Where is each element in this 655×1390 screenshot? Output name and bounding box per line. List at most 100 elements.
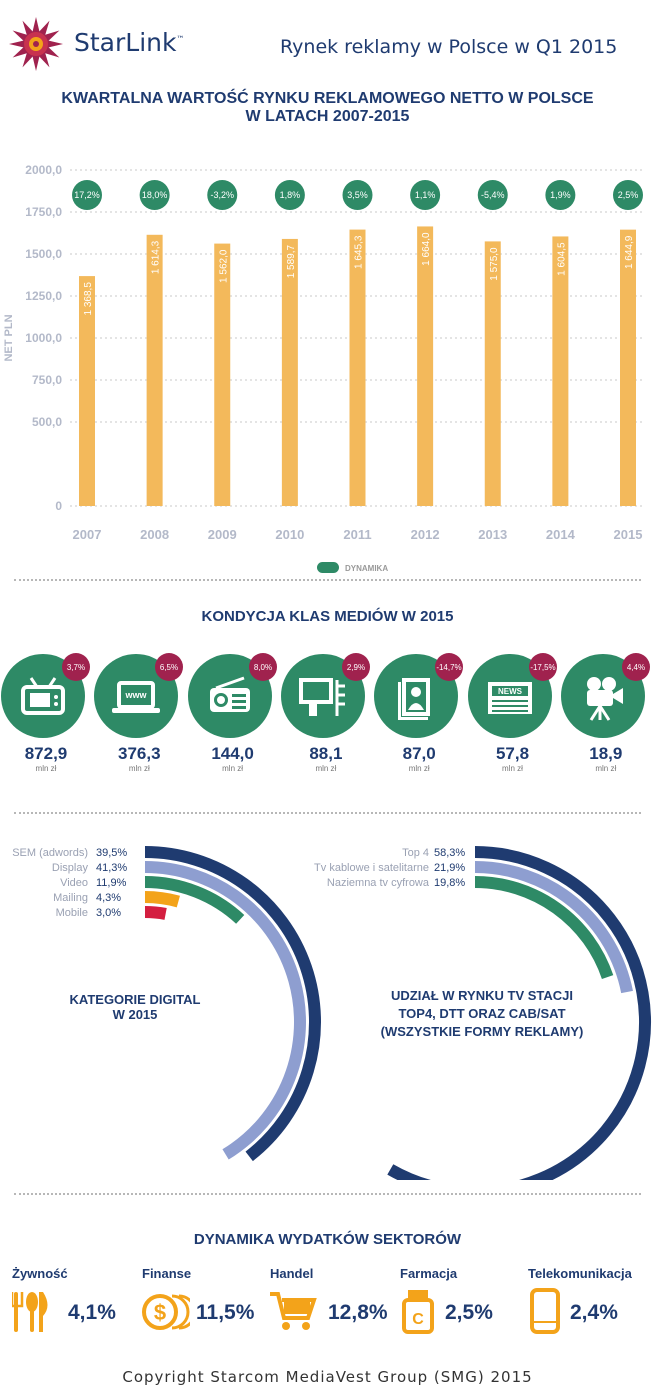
billboard-icon [298,678,345,716]
media-unit: mln zł [222,764,244,773]
y-tick-label: 1500,0 [25,247,62,261]
media-unit: mln zł [315,764,337,773]
coins-icon: $ [142,1294,190,1330]
x-tick-label: 2014 [546,527,576,542]
divider [14,812,641,814]
sector-value: 4,1% [68,1301,116,1324]
media-unit: mln zł [502,764,523,773]
dynamics-badge [248,653,277,681]
x-tick-label: 2011 [343,527,371,542]
media-card: 8,0% [187,653,277,738]
smartphone-icon [530,1288,560,1334]
digital-value: 3,0% [96,907,121,919]
media-card: www 6,5% [94,653,184,738]
tv-label: Tv kablowe i satelitarne [314,862,429,874]
digital-arc [144,906,167,920]
bar-chart: 0 500,0 750,0 1000,0 1250,0 1500,0 1750,0 2000,… [3,163,645,573]
bar [214,243,231,507]
chart-title: KWARTALNA WARTOŚĆ RYNKU REKLAMOWEGO NETT… [61,90,594,125]
media-value: 57,8 [495,744,530,763]
sector-name: Telekomunikacja [528,1266,632,1281]
dynamics-label: 6,5% [160,663,178,672]
tv-value: 58,3% [434,847,465,859]
arc-charts: SEM (adwords) 39,5% Display 41,3% Video 11,9%… [12,846,651,1180]
digital-title: KATEGORIE DIGITAL W 2015 [69,992,201,1022]
media-unit: mln zł [128,764,150,773]
legend-swatch [317,562,339,573]
tv-icon [21,677,65,715]
tv-arc [474,861,633,994]
shopping-cart-icon [270,1292,317,1330]
tv-value: 19,8% [434,877,465,889]
svg-text:NEWS: NEWS [498,687,523,696]
dynamics-badge [342,180,373,210]
cutlery-icon [12,1292,48,1332]
tv-value: 21,9% [434,862,465,874]
dynamics-badge [139,180,170,210]
digital-value: 11,9% [96,877,127,889]
dynamics-label: 2,9% [347,663,365,672]
x-tick-label: 2013 [478,527,507,542]
media-value: 87,0 [402,744,436,763]
x-tick-label: 2009 [208,527,237,542]
digital-value: 41,3% [96,862,127,874]
media-card: 4,4% [560,653,650,738]
media-value: 872,9 [24,744,68,763]
dynamics-label: 17,2% [74,190,100,200]
bar [552,236,569,506]
dynamics-badge [62,653,90,681]
dynamics-label: 3,5% [347,190,368,200]
bar [146,234,163,506]
media-card: NEWS -17,5% [467,653,557,738]
digital-value: 39,5% [96,847,127,859]
dynamics-label: -3,2% [210,190,234,200]
sector-value: 2,5% [445,1301,493,1324]
bar [79,276,95,506]
sector-name: Handel [270,1266,314,1281]
dynamics-label: 3,7% [67,663,85,672]
tv-title: UDZIAŁ W RYNKU TV STACJI TOP4, DTT ORAZ … [380,988,584,1039]
sector-name: Finanse [142,1266,192,1281]
bar [349,229,366,506]
dynamics-badge [477,180,508,210]
legend-label: DYNAMIKA [345,564,388,573]
y-tick-label: 1250,0 [25,289,62,303]
medicine-bottle-icon: C [402,1290,434,1334]
dynamics-badge [621,653,650,681]
dynamics-badge [545,180,576,210]
digital-label: Video [60,877,88,889]
dynamics-label: -14,7% [437,663,462,672]
tv-label: Naziemna tv cyfrowa [327,877,430,889]
x-tick-label: 2012 [411,527,440,542]
bar-value-label: 1 614,3 [151,240,162,274]
y-axis-label: NET PLN [3,314,15,361]
dynamics-badge [410,180,441,210]
digital-arc [144,876,245,924]
media-unit: mln zł [595,764,617,773]
y-tick-label: 0 [55,499,62,513]
media-circle [280,654,365,738]
dynamics-badge [613,180,643,210]
sector-value: 2,4% [570,1301,618,1324]
digital-value: 4,3% [96,892,121,904]
bar-value-label: 1 589,7 [286,245,297,279]
www-laptop-icon: www [112,681,161,713]
media-value: 376,3 [118,744,161,763]
bar-value-label: 1 562,0 [218,249,229,283]
dynamics-badge [207,180,238,210]
media-card: 2,9% [280,653,370,738]
divider [14,1193,641,1195]
media-value: 18,9 [589,744,623,763]
bar-value-label: 1 645,3 [354,235,365,269]
y-tick-label: 1000,0 [25,331,62,345]
y-tick-label: 500,0 [32,415,62,429]
bar [281,238,298,506]
dynamics-badge [528,653,557,681]
bar-value-label: 1 664,0 [421,232,432,266]
svg-text:$: $ [154,1300,166,1325]
media-unit: mln zł [35,764,57,773]
digital-arc [144,846,321,1162]
bar-value-label: 1 644,9 [624,235,635,269]
tv-arc [474,876,614,980]
digital-label: SEM (adwords) [12,847,88,859]
